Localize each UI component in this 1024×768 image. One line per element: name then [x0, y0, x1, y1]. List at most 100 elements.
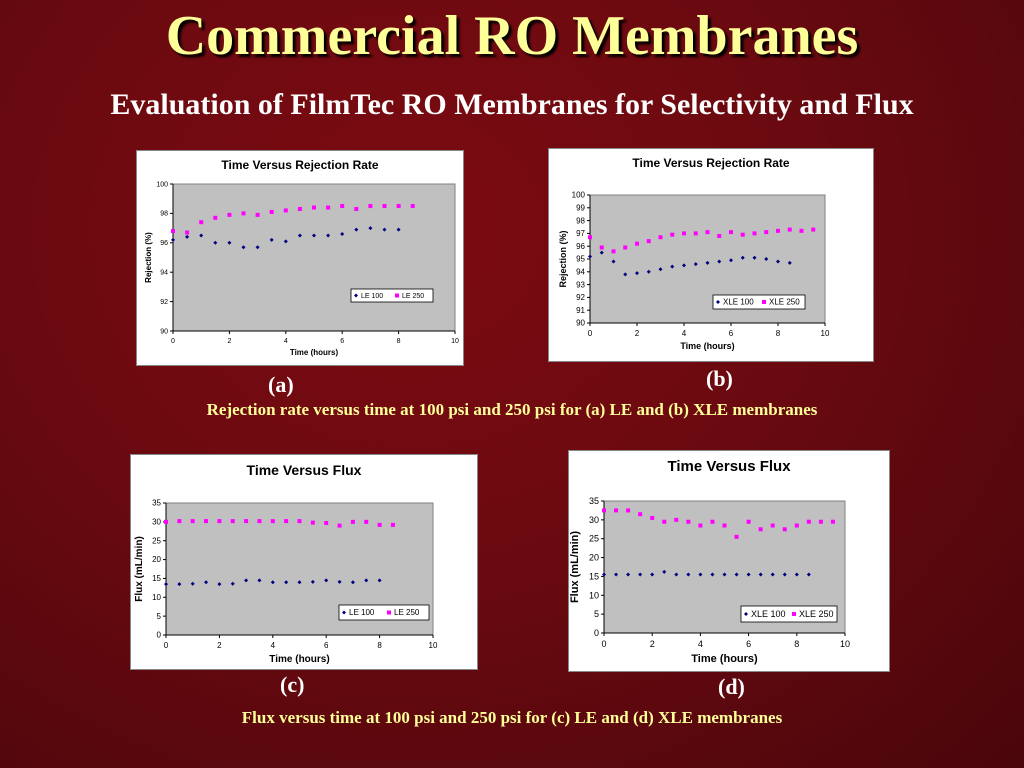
data-point: [674, 517, 679, 522]
data-point: [204, 519, 209, 524]
data-point: [185, 234, 190, 239]
data-point: [340, 204, 345, 209]
legend-marker: [762, 300, 766, 304]
data-point: [227, 240, 232, 245]
legend-label: XLE 100: [723, 298, 754, 307]
data-point: [614, 572, 619, 577]
legend-box: [712, 294, 806, 310]
chart-a: Time Versus Rejection Rate 90 92 94 96 98 100 0…: [144, 158, 459, 357]
data-point: [312, 233, 316, 238]
x-tick-label: 2: [635, 329, 640, 338]
y-tick-label: 93: [576, 280, 585, 289]
x-axis-label: Time (hours): [290, 348, 339, 357]
legend-marker: [792, 612, 796, 616]
data-point: [734, 534, 739, 539]
data-point: [257, 519, 262, 524]
data-point: [614, 508, 619, 513]
y-tick-label: 100: [156, 181, 168, 188]
data-point: [599, 245, 604, 250]
data-point: [588, 235, 592, 240]
data-point: [310, 520, 315, 525]
data-point: [710, 519, 715, 524]
x-tick-label: 10: [821, 329, 830, 338]
data-point: [257, 578, 262, 583]
legend-label: LE 250: [394, 608, 420, 617]
data-point: [324, 520, 329, 525]
caption-bottom: Flux versus time at 100 psi and 250 psi …: [241, 708, 783, 727]
data-point: [284, 580, 289, 585]
x-axis-label: Time (hours): [269, 654, 329, 665]
data-point: [270, 580, 275, 585]
x-axis-label: Time (hours): [680, 341, 734, 351]
y-axis-label: Rejection (%): [558, 230, 568, 287]
data-point: [190, 581, 195, 586]
chart-title: Time Versus Rejection Rate: [221, 158, 379, 172]
data-point: [599, 250, 604, 255]
data-point: [782, 572, 787, 577]
data-point: [787, 227, 792, 232]
legend-label: LE 250: [402, 293, 424, 300]
chart-panel-c: Time Versus Flux 0 5 10 15 20 25 30 35 0 2 4 6 8 10 Tim…: [130, 454, 478, 670]
data-point: [217, 519, 222, 524]
data-point: [794, 523, 799, 528]
data-point: [368, 204, 373, 209]
data-point: [650, 515, 655, 520]
data-point: [241, 245, 246, 250]
data-point: [171, 229, 175, 234]
data-point: [190, 519, 195, 524]
data-point: [324, 578, 329, 583]
y-tick-label: 91: [576, 306, 585, 315]
data-point: [626, 508, 631, 513]
data-point: [722, 523, 727, 528]
data-point: [340, 231, 345, 236]
x-tick-label: 2: [227, 338, 231, 345]
data-point: [770, 572, 775, 577]
data-point: [764, 230, 769, 235]
chart-title: Time Versus Flux: [667, 458, 791, 475]
data-point: [326, 233, 331, 238]
data-point: [382, 227, 387, 232]
y-tick-label: 20: [589, 553, 599, 563]
data-point: [635, 241, 639, 246]
data-point: [227, 212, 232, 217]
data-point: [770, 523, 775, 528]
y-tick-label: 25: [152, 536, 161, 545]
data-point: [698, 572, 703, 577]
label-d: (d): [718, 674, 745, 699]
data-point: [204, 580, 209, 585]
data-point: [806, 519, 811, 524]
y-axis-label: Flux (mL/min): [134, 536, 145, 602]
data-point: [686, 572, 691, 577]
data-point: [213, 240, 218, 245]
data-point: [662, 569, 667, 574]
data-point: [255, 212, 260, 217]
y-tick-label: 96: [160, 240, 168, 247]
y-tick-label: 15: [589, 571, 599, 581]
data-point: [588, 254, 592, 259]
data-point: [782, 527, 787, 532]
data-point: [764, 257, 769, 261]
data-point: [312, 205, 316, 210]
data-point: [382, 204, 387, 209]
slide-subtitle: Evaluation of FilmTec RO Membranes for S…: [110, 88, 914, 121]
data-point: [284, 519, 289, 524]
data-point: [710, 572, 715, 577]
legend-marker: [395, 293, 399, 298]
data-point: [283, 208, 288, 213]
data-point: [217, 582, 222, 587]
data-point: [171, 237, 175, 242]
x-tick-label: 2: [650, 639, 655, 649]
data-point: [255, 245, 260, 250]
data-point: [758, 527, 763, 532]
data-point: [350, 519, 355, 524]
y-tick-label: 96: [576, 242, 585, 251]
data-point: [297, 580, 302, 585]
legend-label: XLE 250: [769, 298, 800, 307]
x-tick-label: 2: [217, 641, 222, 650]
data-point: [354, 206, 359, 211]
y-tick-label: 35: [589, 496, 599, 506]
y-tick-label: 25: [589, 534, 599, 544]
data-point: [740, 232, 745, 237]
data-point: [787, 260, 792, 265]
data-point: [717, 259, 722, 264]
